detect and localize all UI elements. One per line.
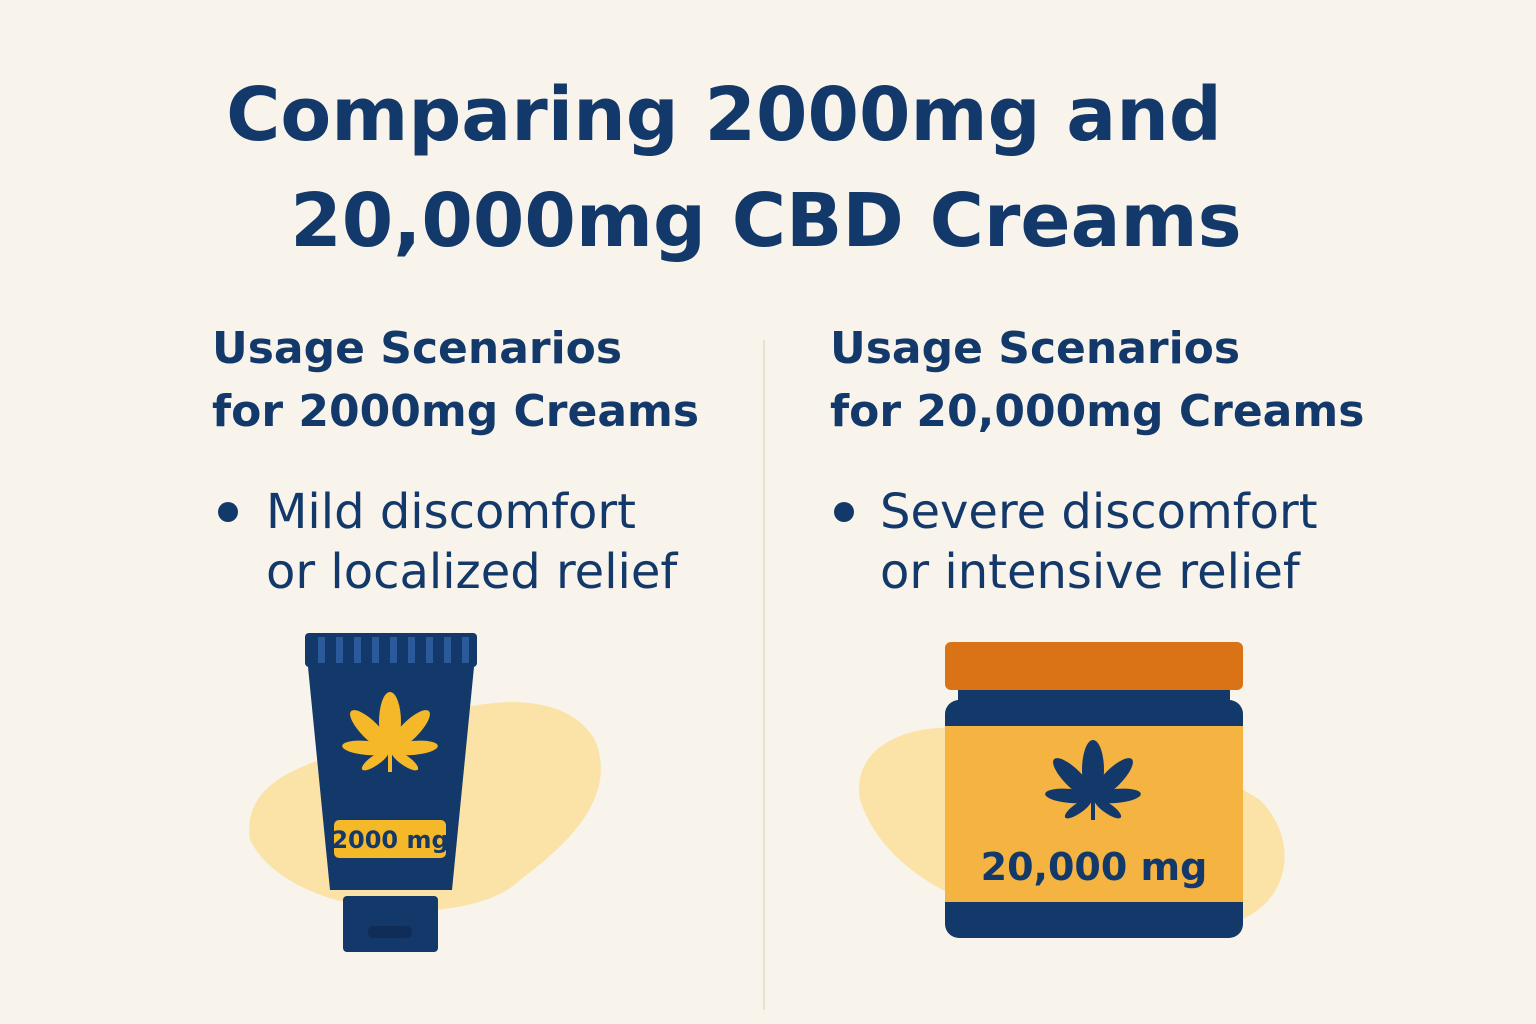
column-heading: for 20,000mg Creams [830,386,1364,437]
jar-illustration: 20,000 mg [945,642,1243,938]
bullet-text: Severe discomfort [880,484,1318,540]
cap-stripes [318,637,469,663]
column-heading: Usage Scenarios [212,323,622,374]
tube-illustration: 2000 mg [305,633,477,952]
product-label-box [334,820,446,858]
bullet-dot [218,502,238,522]
jar-lid [945,642,1243,690]
column-heading: Usage Scenarios [830,323,1240,374]
bullet-text: or intensive relief [880,544,1301,600]
column-heading: for 2000mg Creams [212,386,699,437]
bullet-dot [834,502,854,522]
bullet-text: or localized relief [266,544,678,600]
title-line: Comparing 2000mg and [226,72,1222,158]
title-line: 20,000mg CBD Creams [290,178,1241,264]
nozzle-detail [368,926,412,938]
product-label: 20,000 mg [981,845,1208,889]
jar-neck [958,686,1230,708]
bullet-text: Mild discomfort [266,484,636,540]
product-label: 2000 mg [331,826,448,854]
tube-nozzle [343,896,438,952]
